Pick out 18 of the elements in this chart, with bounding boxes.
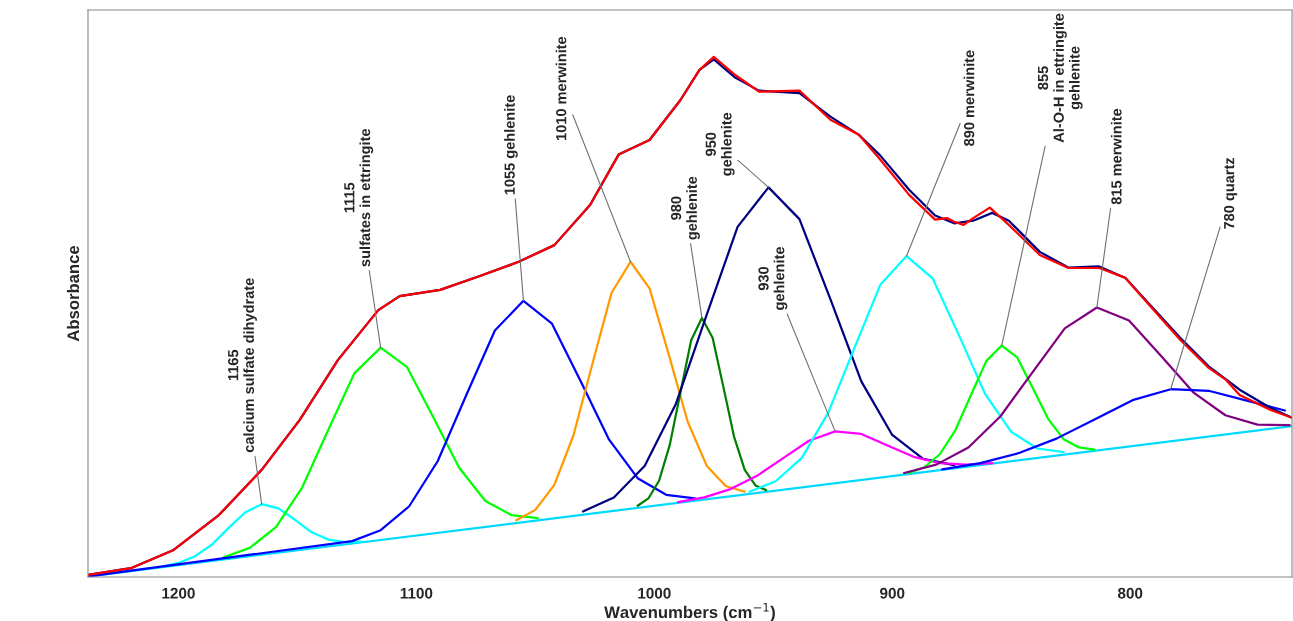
x-tick-label: 1000 [638, 587, 671, 599]
annotation: 1055 gehlenite [504, 95, 518, 195]
x-tick-label: 900 [880, 587, 905, 599]
x-axis-title: Wavenumbers (cm$^{−1}$) [604, 603, 775, 621]
annotation: 930 gehlenite [758, 247, 788, 310]
annotation: 980 gehlenite [670, 176, 700, 240]
x-tick-label: 800 [1117, 587, 1143, 599]
annotation: 890 merwinite [963, 50, 975, 146]
annotation: 855 Al-O-H in ettringite gehlenite [1037, 13, 1083, 143]
annotation: 780 quartz [1223, 157, 1238, 229]
annotation: 950 gehlenite [705, 112, 735, 176]
x-tick-label: 1200 [162, 587, 195, 599]
x-tick-label: 1100 [400, 587, 433, 599]
annotation: 1165 calcium sulfate dihydrate [227, 278, 257, 453]
y-axis-title: Absorbance [66, 245, 80, 342]
annotation: 1010 merwinite [555, 36, 567, 141]
annotation: 815 merwinite [1110, 108, 1122, 205]
annotation: 1115 sulfates in ettringite [344, 128, 374, 267]
